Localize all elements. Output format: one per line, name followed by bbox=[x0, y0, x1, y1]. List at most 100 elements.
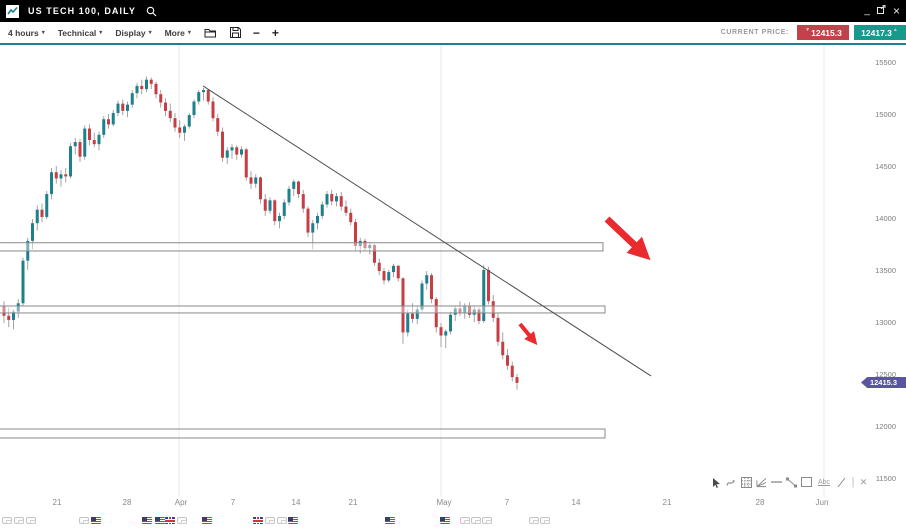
candle-body bbox=[7, 315, 11, 320]
pointer-tool-icon[interactable] bbox=[711, 475, 722, 489]
time-axis-label: 14 bbox=[291, 498, 301, 507]
chart-app-icon bbox=[6, 4, 19, 18]
calendar-flag-gb[interactable] bbox=[165, 517, 175, 524]
text-tool-icon[interactable]: Abc bbox=[817, 478, 831, 486]
calendar-flag-event[interactable] bbox=[471, 517, 481, 524]
candle-body bbox=[425, 275, 429, 284]
candle-body bbox=[335, 196, 338, 202]
calendar-flag-us[interactable] bbox=[288, 517, 298, 524]
candle-body bbox=[444, 331, 448, 336]
menu-4-hours[interactable]: 4 hours ▾ bbox=[8, 28, 45, 38]
calendar-flag-event[interactable] bbox=[460, 517, 470, 524]
menu-display[interactable]: Display ▾ bbox=[115, 28, 151, 38]
calendar-flag-event[interactable] bbox=[14, 517, 24, 524]
drawing-toolbar: Abc | ✕ bbox=[711, 474, 868, 490]
calendar-flag-us[interactable] bbox=[155, 517, 165, 524]
candle-body bbox=[102, 119, 106, 135]
candle-body bbox=[491, 301, 495, 318]
close-tool-icon[interactable]: ✕ bbox=[859, 476, 868, 487]
candle-body bbox=[168, 110, 172, 119]
menu-label: Technical bbox=[57, 27, 97, 38]
current-price-label: CURRENT PRICE: bbox=[720, 29, 789, 36]
buy-price-badge[interactable]: 12417.3 ▲ bbox=[854, 25, 906, 40]
menu-label: More bbox=[164, 27, 185, 38]
candle-body bbox=[31, 223, 34, 241]
calendar-flag-us[interactable] bbox=[440, 517, 450, 524]
curve-tool-icon[interactable] bbox=[726, 475, 737, 489]
popout-icon[interactable] bbox=[876, 4, 886, 17]
price-axis-label: 13000 bbox=[875, 317, 896, 327]
calendar-flag-us[interactable] bbox=[385, 517, 395, 524]
candle-body bbox=[344, 206, 348, 213]
hline-tool-icon[interactable] bbox=[771, 475, 782, 489]
candle-body bbox=[206, 90, 210, 102]
candle-body bbox=[225, 150, 229, 158]
candle-body bbox=[263, 199, 267, 211]
candle-body bbox=[415, 309, 419, 319]
time-axis-label: 21 bbox=[52, 498, 62, 507]
sell-price-badge[interactable]: ▼ 12415.3 bbox=[797, 25, 849, 40]
calendar-flag-event[interactable] bbox=[26, 517, 36, 524]
candle-body bbox=[316, 215, 319, 224]
search-icon[interactable] bbox=[146, 6, 157, 17]
calendar-flag-event[interactable] bbox=[265, 517, 275, 524]
calendar-flag-event[interactable] bbox=[529, 517, 539, 524]
candle-body bbox=[501, 341, 505, 356]
time-axis-label: 7 bbox=[504, 498, 510, 507]
calendar-flag-event[interactable] bbox=[277, 517, 287, 524]
calendar-flag-event[interactable] bbox=[177, 517, 187, 524]
candle-body bbox=[154, 83, 158, 95]
chart-toolbar: 4 hours ▾ Technical ▾ Display ▾ More ▾ − + CURR… bbox=[0, 22, 906, 45]
candle-body bbox=[449, 314, 452, 332]
calendar-flag-event[interactable] bbox=[482, 517, 492, 524]
candle-body bbox=[192, 101, 196, 116]
time-axis-label: 21 bbox=[348, 498, 358, 507]
calendar-flag-event[interactable] bbox=[540, 517, 550, 524]
calendar-flag-us[interactable] bbox=[202, 517, 212, 524]
candle-body bbox=[420, 283, 424, 310]
rect-tool-icon[interactable] bbox=[801, 475, 812, 489]
calendar-flag-event[interactable] bbox=[79, 517, 89, 524]
menu-label: Display bbox=[115, 27, 146, 38]
zoom-in-button[interactable]: + bbox=[271, 25, 279, 40]
candle-body bbox=[178, 127, 182, 133]
calendar-flag-us[interactable] bbox=[91, 517, 101, 524]
grid-tool-icon[interactable] bbox=[741, 475, 752, 489]
candle-body bbox=[259, 177, 262, 200]
time-axis-label: 7 bbox=[230, 498, 236, 507]
fan-tool-icon[interactable] bbox=[756, 475, 767, 489]
candle-body bbox=[83, 128, 87, 157]
close-button[interactable]: × bbox=[892, 4, 900, 18]
menu-technical[interactable]: Technical ▾ bbox=[58, 28, 103, 38]
line-tool-icon[interactable] bbox=[836, 475, 847, 489]
candle-body bbox=[140, 85, 144, 90]
candle-body bbox=[2, 306, 6, 316]
calendar-flag-us[interactable] bbox=[142, 517, 152, 524]
save-icon[interactable] bbox=[229, 27, 241, 38]
time-axis-label: Apr bbox=[174, 498, 188, 507]
segment-tool-icon[interactable] bbox=[786, 475, 797, 489]
open-folder-icon[interactable] bbox=[204, 27, 217, 38]
candle-body bbox=[92, 140, 96, 145]
calendar-flag-gb[interactable] bbox=[253, 517, 263, 524]
menu-more[interactable]: More ▾ bbox=[165, 28, 191, 38]
candle-body bbox=[130, 93, 134, 105]
candle-body bbox=[301, 194, 305, 209]
time-axis-label: May bbox=[436, 498, 452, 507]
candle-body bbox=[339, 196, 343, 207]
candle-body bbox=[183, 126, 186, 133]
time-axis-label: Jun bbox=[815, 498, 829, 507]
candle-body bbox=[64, 174, 68, 177]
zoom-out-button[interactable]: − bbox=[252, 25, 260, 40]
price-axis-label: 14500 bbox=[875, 161, 896, 171]
candle-body bbox=[187, 115, 191, 127]
candle-body bbox=[121, 103, 125, 111]
chevron-down-icon: ▾ bbox=[187, 30, 191, 36]
candle-body bbox=[145, 79, 148, 90]
minimize-button[interactable]: _ bbox=[864, 5, 870, 16]
candle-body bbox=[173, 118, 177, 128]
calendar-flag-event[interactable] bbox=[2, 517, 12, 524]
candle-body bbox=[510, 365, 514, 378]
